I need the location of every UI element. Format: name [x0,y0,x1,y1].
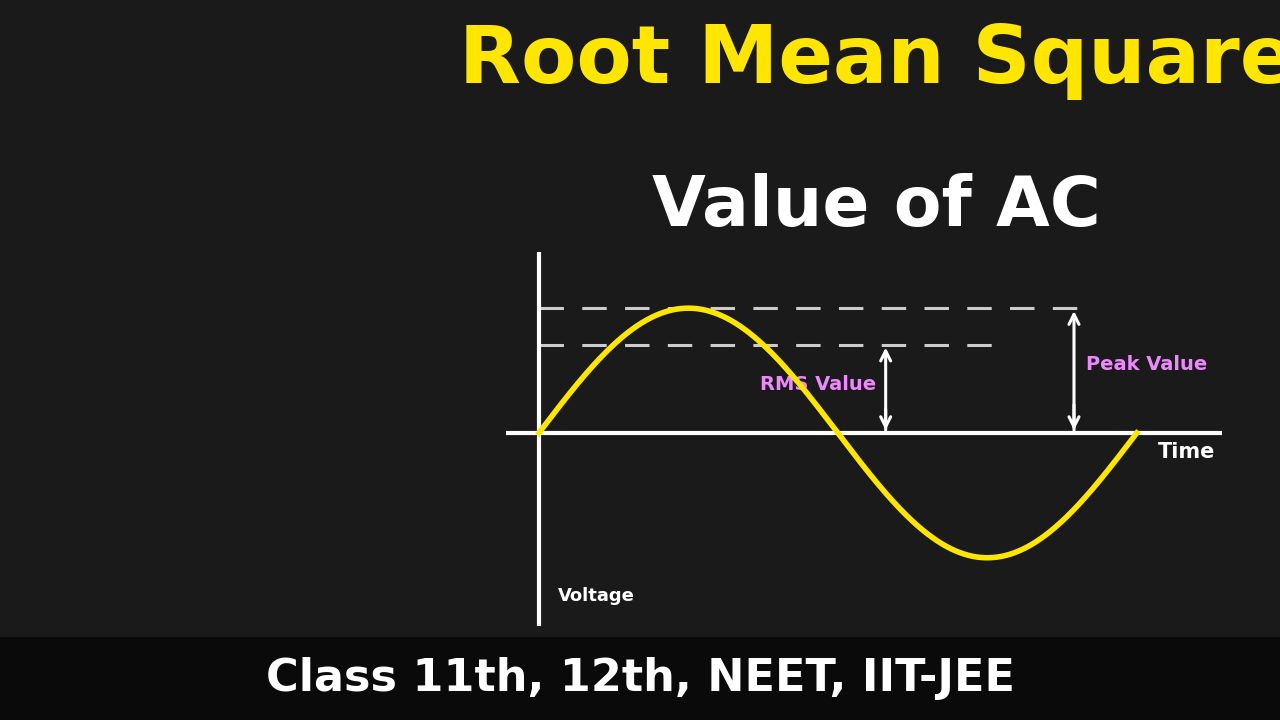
Text: Value of AC: Value of AC [653,173,1101,240]
Text: RMS Value: RMS Value [760,375,876,394]
Text: Time: Time [1157,441,1215,462]
Text: Voltage: Voltage [558,588,635,606]
Text: Peak Value: Peak Value [1087,355,1207,374]
Text: Root Mean Square: Root Mean Square [460,22,1280,99]
Text: Class 11th, 12th, NEET, IIT-JEE: Class 11th, 12th, NEET, IIT-JEE [265,657,1015,700]
